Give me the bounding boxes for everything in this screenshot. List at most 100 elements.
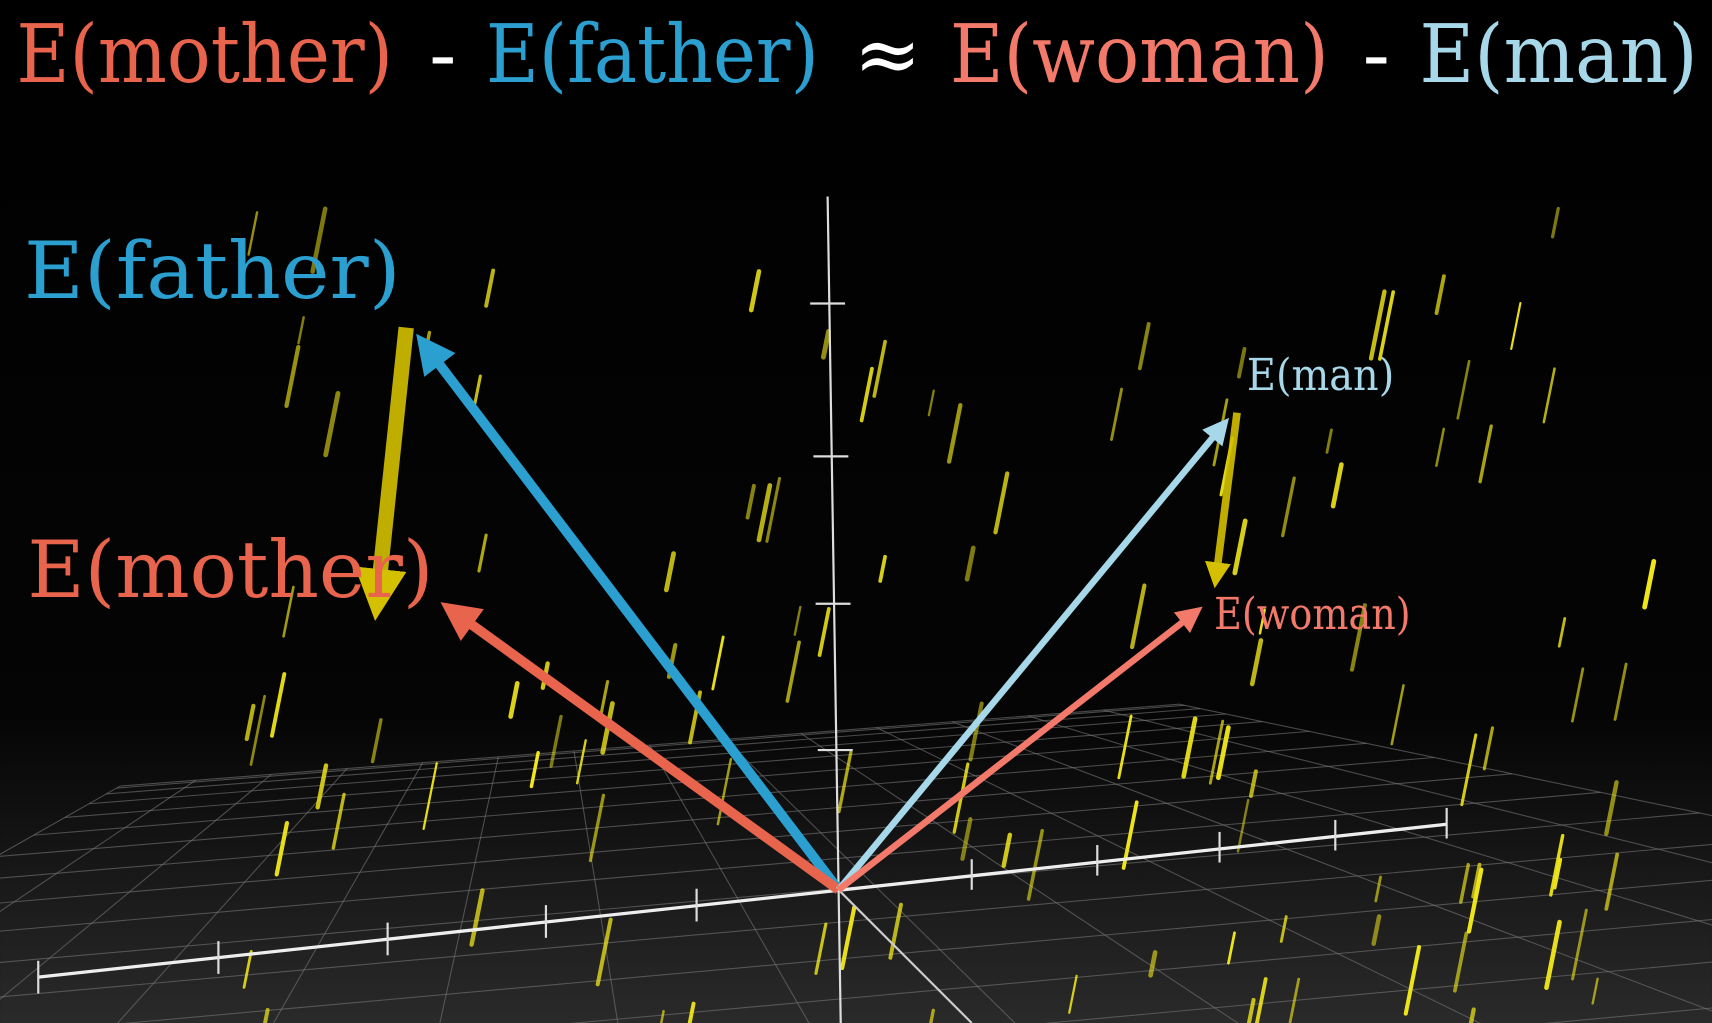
word-point bbox=[242, 949, 253, 989]
word-point bbox=[1453, 931, 1469, 993]
word-point bbox=[1544, 919, 1562, 990]
word-point bbox=[549, 714, 563, 768]
equation-term: E(mother) bbox=[16, 8, 393, 102]
word-point bbox=[588, 793, 606, 863]
word-point bbox=[244, 703, 256, 742]
word-point bbox=[968, 701, 984, 762]
word-point bbox=[1510, 301, 1522, 351]
vector-label: E(man) bbox=[1247, 350, 1394, 401]
word-point bbox=[1236, 798, 1250, 853]
vector-label: E(mother) bbox=[27, 524, 433, 616]
grid-line bbox=[0, 773, 272, 1000]
word-point bbox=[1642, 558, 1657, 610]
word-point bbox=[1378, 290, 1396, 361]
equation: E(mother) - E(father) ≈ E(woman) - E(man… bbox=[16, 8, 1697, 102]
word-point bbox=[1148, 950, 1158, 978]
word-point bbox=[1456, 359, 1471, 420]
word-point bbox=[687, 1001, 696, 1023]
word-point bbox=[1026, 828, 1044, 901]
word-point bbox=[927, 389, 935, 417]
word-point bbox=[270, 672, 287, 738]
grid-line bbox=[439, 756, 499, 1023]
grid-line bbox=[1179, 703, 1712, 817]
word-point bbox=[785, 640, 801, 703]
word-point bbox=[1281, 476, 1296, 538]
grid-line bbox=[116, 768, 348, 1023]
word-point bbox=[1110, 387, 1124, 441]
word-point bbox=[1468, 1007, 1476, 1023]
grid-line bbox=[800, 732, 1239, 1023]
word-point bbox=[659, 1009, 665, 1023]
data-points bbox=[242, 206, 1657, 1023]
equation-operator: - bbox=[1363, 8, 1390, 102]
axis-ticks bbox=[37, 302, 1448, 994]
equation-term: E(man) bbox=[1419, 8, 1697, 102]
word-point bbox=[837, 750, 853, 814]
word-point bbox=[315, 763, 329, 810]
word-point bbox=[1279, 915, 1288, 943]
word-point bbox=[1604, 780, 1619, 836]
word-point bbox=[477, 533, 488, 573]
word-point bbox=[469, 888, 485, 947]
word-point bbox=[1459, 862, 1471, 904]
equation-term: E(woman) bbox=[950, 8, 1329, 102]
word-point bbox=[1258, 608, 1266, 635]
grid-line bbox=[573, 750, 619, 1023]
vector-label: E(father) bbox=[24, 225, 401, 317]
grid-line bbox=[0, 779, 197, 913]
equation-term: E(father) bbox=[486, 8, 819, 102]
floor-grid bbox=[0, 703, 1712, 1023]
man-vector bbox=[836, 417, 1230, 892]
word-point bbox=[1330, 462, 1344, 509]
word-point bbox=[1236, 347, 1247, 379]
word-point bbox=[1466, 867, 1484, 934]
word-point bbox=[1390, 684, 1405, 746]
word-point bbox=[263, 1008, 270, 1023]
word-point bbox=[282, 585, 295, 638]
word-point bbox=[1248, 769, 1258, 798]
word-point bbox=[929, 1008, 935, 1023]
equation-operator: - bbox=[429, 8, 456, 102]
word-point bbox=[1552, 857, 1563, 890]
word-point bbox=[840, 905, 857, 971]
word-point bbox=[745, 483, 756, 520]
word-point bbox=[946, 403, 963, 464]
word-point bbox=[247, 211, 259, 256]
word-point bbox=[1460, 733, 1478, 807]
word-point bbox=[370, 718, 383, 764]
word-point bbox=[484, 268, 496, 308]
word-point bbox=[1349, 603, 1367, 672]
word-point bbox=[663, 551, 676, 593]
word-point bbox=[422, 762, 438, 831]
word-point bbox=[1371, 914, 1382, 946]
word-point bbox=[964, 545, 976, 582]
word-point bbox=[1557, 617, 1567, 648]
word-point bbox=[1549, 833, 1565, 897]
word-point bbox=[1325, 428, 1333, 454]
grid-line bbox=[876, 727, 1481, 1023]
word-point bbox=[1137, 322, 1151, 371]
word-point bbox=[1604, 852, 1620, 911]
word-point bbox=[1571, 908, 1588, 981]
word-point bbox=[756, 483, 773, 543]
grid-line bbox=[1027, 715, 1712, 926]
word-point bbox=[820, 329, 831, 360]
grid-line bbox=[952, 721, 1712, 1012]
word-point bbox=[872, 339, 887, 398]
word-point bbox=[765, 476, 782, 543]
word-point bbox=[1571, 667, 1585, 723]
word-point bbox=[331, 792, 346, 850]
vector-label: E(woman) bbox=[1214, 589, 1411, 640]
grid-line bbox=[272, 762, 424, 1023]
word-point bbox=[1374, 875, 1382, 903]
word-point bbox=[1403, 945, 1422, 1016]
word-point bbox=[1550, 206, 1560, 239]
word-point bbox=[473, 374, 482, 406]
word-point bbox=[1208, 719, 1225, 785]
word-point bbox=[748, 269, 762, 313]
word-point bbox=[716, 757, 733, 826]
word-point bbox=[284, 344, 301, 409]
word-point bbox=[1435, 427, 1446, 467]
